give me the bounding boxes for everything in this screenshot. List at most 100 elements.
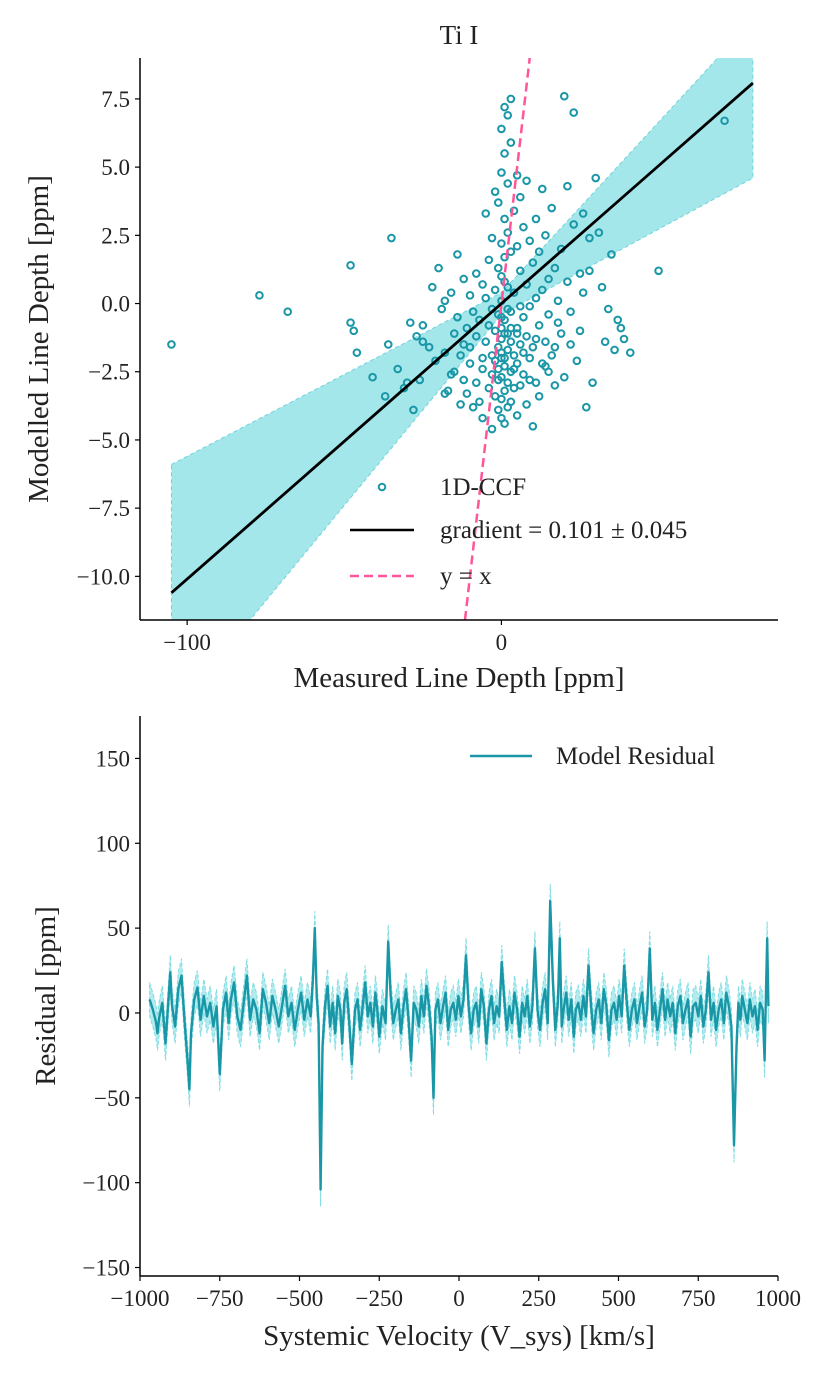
scatter-point: [515, 192, 525, 202]
scatter-point: [600, 337, 610, 347]
y-tick-label: −100: [83, 1171, 130, 1196]
scatter-point: [528, 258, 538, 267]
x-tick-label: 0: [453, 1286, 465, 1311]
scatter-point: [503, 378, 513, 387]
scatter-point: [553, 296, 563, 306]
scatter-point: [409, 405, 418, 415]
scatter-point: [597, 282, 607, 292]
scatter-point: [387, 233, 396, 243]
scatter-point: [493, 198, 503, 207]
scatter-point: [481, 209, 491, 218]
scatter-point: [550, 263, 560, 273]
scatter-point: [462, 323, 472, 333]
scatter-point: [346, 261, 355, 270]
scatter-point: [591, 173, 601, 183]
scatter-point: [493, 263, 503, 273]
scatter-point: [572, 356, 582, 366]
scatter-point: [522, 176, 531, 186]
scatter-point: [453, 250, 462, 259]
scatter-point: [471, 331, 481, 341]
x-tick-label: −1000: [111, 1286, 170, 1311]
scatter-point: [506, 307, 516, 317]
scatter-point: [531, 334, 541, 344]
y-axis-label: Residual [ppm]: [30, 906, 62, 1086]
scatter-point: [167, 340, 176, 349]
scatter-point: [500, 149, 509, 158]
scatter-point: [534, 321, 544, 330]
scatter-point: [497, 394, 506, 404]
scatter-point: [497, 353, 506, 363]
legend-label-identity: y = x: [440, 563, 492, 590]
scatter-point: [412, 331, 421, 341]
scatter-point: [509, 351, 519, 360]
scatter-point: [440, 296, 450, 306]
x-tick-label: 250: [522, 1286, 557, 1311]
scatter-point: [720, 116, 729, 126]
scatter-point: [525, 375, 535, 385]
y-tick-label: 7.5: [101, 87, 130, 112]
scatter-point: [506, 397, 516, 407]
scatter-point: [519, 312, 528, 322]
scatter-point: [500, 102, 509, 112]
scatter-point: [550, 381, 560, 390]
fit-confidence-band: [170, 58, 754, 620]
scatter-point: [509, 364, 519, 374]
scatter-point: [547, 351, 557, 360]
scatter-point: [500, 419, 509, 428]
scatter-point: [352, 348, 362, 357]
scatter-point: [456, 400, 465, 409]
scatter-point: [625, 348, 635, 357]
scatter-point: [481, 337, 491, 347]
scatter-point: [563, 277, 572, 287]
scatter-point: [503, 345, 513, 355]
scatter-point: [525, 353, 535, 363]
scatter-point: [566, 307, 575, 317]
scatter-point: [255, 291, 264, 300]
scatter-point: [506, 323, 516, 333]
legend-marker-scatter: [377, 482, 387, 492]
scatter-point: [509, 206, 519, 216]
x-tick-label: 500: [601, 1286, 636, 1311]
scatter-point: [556, 329, 566, 338]
scatter-point: [487, 233, 497, 243]
scatter-point: [603, 304, 613, 314]
scatter-point: [519, 222, 528, 232]
scatter-point: [619, 334, 629, 344]
y-tick-label: −50: [94, 1086, 130, 1111]
scatter-point: [283, 307, 293, 317]
scatter-point: [613, 315, 623, 325]
scatter-point: [468, 402, 478, 412]
fit-line: [170, 82, 754, 594]
scatter-point: [581, 402, 591, 412]
scatter-point: [434, 263, 443, 273]
scatter-point: [544, 310, 553, 319]
scatter-point: [424, 342, 434, 352]
legend: Model Residual: [470, 743, 715, 770]
scatter-point: [503, 228, 513, 237]
scatter-point: [544, 367, 553, 377]
scatter-point: [515, 301, 525, 311]
scatter-point: [569, 108, 579, 117]
scatter-point: [594, 228, 604, 237]
scatter-point: [515, 340, 525, 349]
y-tick-label: −7.5: [88, 496, 130, 521]
scatter-point: [519, 348, 528, 357]
legend-label-fit: gradient = 0.101 ± 0.045: [440, 517, 687, 544]
x-tick-label: −100: [163, 630, 210, 655]
scatter-point: [531, 214, 541, 224]
scatter-point: [566, 340, 575, 349]
scatter-point: [534, 391, 544, 401]
y-tick-label: −10.0: [77, 564, 130, 589]
identity-line: [463, 58, 531, 620]
scatter-point: [471, 269, 481, 278]
scatter-point: [578, 209, 588, 218]
scatter-point: [509, 288, 519, 297]
scatter-point: [380, 391, 390, 401]
chart-title: Ti I: [440, 20, 479, 50]
y-tick-label: −2.5: [88, 360, 130, 385]
scatter-point: [459, 274, 469, 284]
scatter-point: [478, 280, 487, 289]
y-tick-label: 2.5: [101, 223, 130, 248]
scatter-point: [559, 372, 569, 382]
scatter-point: [500, 353, 509, 363]
